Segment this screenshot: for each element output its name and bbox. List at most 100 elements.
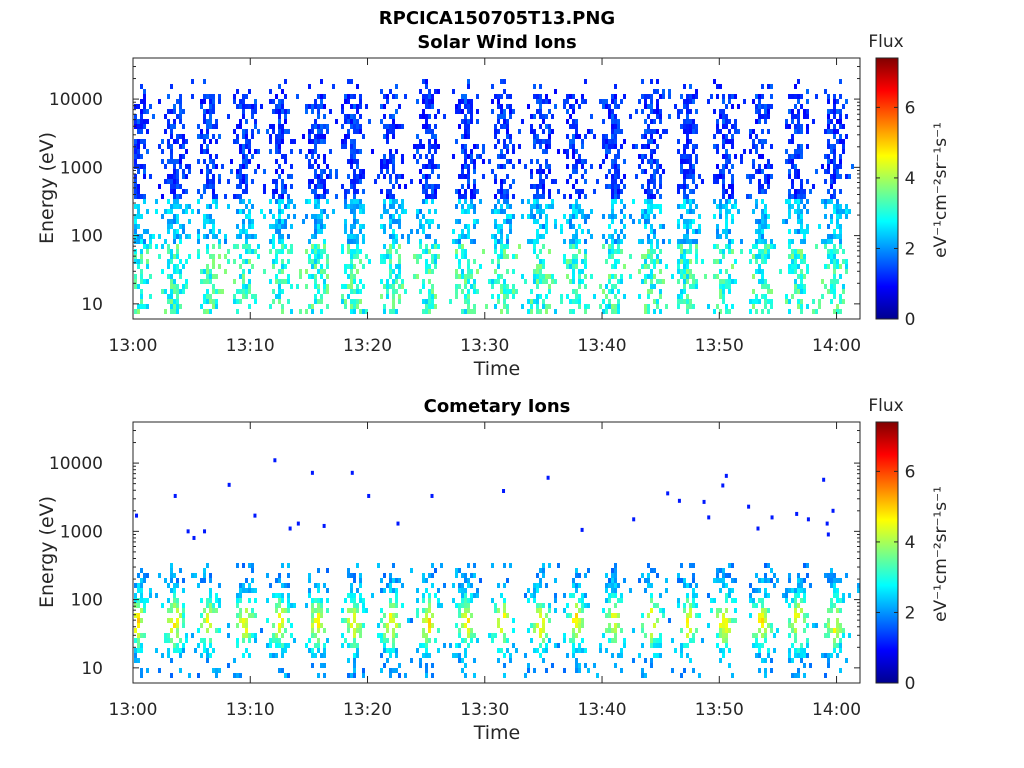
heatmap-cell xyxy=(686,94,689,99)
heatmap-cell xyxy=(797,149,800,154)
heatmap-cell xyxy=(173,643,176,648)
heatmap-cell xyxy=(323,209,326,214)
heatmap-cell xyxy=(311,663,314,668)
heatmap-cell xyxy=(365,254,368,259)
heatmap-cell xyxy=(380,638,383,643)
heatmap-cell xyxy=(428,623,431,628)
heatmap-cell xyxy=(647,194,650,199)
heatmap-cell xyxy=(497,164,500,169)
heatmap-cell xyxy=(545,124,548,129)
heatmap-cell xyxy=(242,623,245,628)
heatmap-cell xyxy=(773,573,776,578)
heatmap-cell xyxy=(140,119,143,124)
heatmap-cell xyxy=(653,214,656,219)
heatmap-cell xyxy=(518,244,521,249)
heatmap-cell xyxy=(575,294,578,299)
heatmap-cell xyxy=(452,239,455,244)
heatmap-cell xyxy=(470,104,473,109)
heatmap-cell xyxy=(563,149,566,154)
heatmap-cell xyxy=(143,169,146,174)
heatmap-cell xyxy=(173,214,176,219)
heatmap-cell xyxy=(317,229,320,234)
heatmap-cell xyxy=(398,264,401,269)
heatmap-cell xyxy=(209,603,212,608)
heatmap-cell xyxy=(431,299,434,304)
heatmap-cell xyxy=(725,164,728,169)
heatmap-cell xyxy=(161,289,164,294)
heatmap-cell xyxy=(437,184,440,189)
heatmap-cell xyxy=(428,194,431,199)
heatmap-cell xyxy=(137,204,140,209)
heatmap-cell xyxy=(248,588,251,593)
heatmap-cell xyxy=(632,658,635,663)
heatmap-cell xyxy=(458,608,461,613)
heatmap-cell xyxy=(602,119,605,124)
heatmap-cell xyxy=(278,224,281,229)
heatmap-cell xyxy=(680,164,683,169)
heatmap-cell xyxy=(281,279,284,284)
heatmap-cell xyxy=(326,164,329,169)
heatmap-cell xyxy=(380,608,383,613)
heatmap-cell xyxy=(236,209,239,214)
heatmap-cell xyxy=(395,149,398,154)
heatmap-cell xyxy=(689,304,692,309)
heatmap-cell xyxy=(212,159,215,164)
heatmap-cell xyxy=(503,598,506,603)
heatmap-cell xyxy=(425,129,428,134)
heatmap-cell xyxy=(353,104,356,109)
heatmap-cell xyxy=(614,249,617,254)
heatmap-cell xyxy=(767,129,770,134)
heatmap-cell xyxy=(767,164,770,169)
heatmap-cell xyxy=(458,109,461,114)
heatmap-cell xyxy=(476,189,479,194)
heatmap-cell xyxy=(143,573,146,578)
heatmap-cell xyxy=(461,94,464,99)
heatmap-cell xyxy=(275,249,278,254)
heatmap-cell xyxy=(134,184,137,189)
heatmap-cell xyxy=(533,84,536,89)
heatmap-cell xyxy=(719,249,722,254)
heatmap-cell xyxy=(644,304,647,309)
heatmap-cell xyxy=(272,129,275,134)
heatmap-cell xyxy=(494,204,497,209)
heatmap-cell xyxy=(731,164,734,169)
heatmap-cell xyxy=(353,194,356,199)
heatmap-cell xyxy=(275,94,278,99)
heatmap-cell xyxy=(281,89,284,94)
heatmap-cell xyxy=(653,149,656,154)
heatmap-cell xyxy=(611,249,614,254)
heatmap-cell xyxy=(242,134,245,139)
heatmap-cell xyxy=(788,623,791,628)
heatmap-cell xyxy=(248,638,251,643)
heatmap-cell xyxy=(719,84,722,89)
heatmap-cell xyxy=(638,269,641,274)
heatmap-cell xyxy=(530,159,533,164)
heatmap-cell xyxy=(608,299,611,304)
heatmap-cell xyxy=(575,568,578,573)
heatmap-cell xyxy=(518,144,521,149)
heatmap-cell xyxy=(314,234,317,239)
heatmap-cell xyxy=(575,583,578,588)
heatmap-cell xyxy=(656,79,659,84)
heatmap-cell xyxy=(785,149,788,154)
heatmap-cell xyxy=(827,139,830,144)
heatmap-cell xyxy=(611,653,614,658)
heatmap-cell xyxy=(284,224,287,229)
heatmap-cell xyxy=(428,184,431,189)
heatmap-cell xyxy=(749,179,752,184)
heatmap-cell xyxy=(461,658,464,663)
heatmap-cell xyxy=(545,224,548,229)
heatmap-cell xyxy=(836,623,839,628)
heatmap-cell xyxy=(281,239,284,244)
heatmap-cell xyxy=(470,189,473,194)
heatmap-cell xyxy=(326,214,329,219)
heatmap-cell xyxy=(395,578,398,583)
colorbar-tick-label: 2 xyxy=(905,603,916,623)
heatmap-cell xyxy=(800,608,803,613)
heatmap-cell xyxy=(770,578,773,583)
heatmap-cell xyxy=(473,658,476,663)
heatmap-cell xyxy=(395,668,398,673)
heatmap-cell xyxy=(431,673,434,678)
heatmap-cell xyxy=(623,234,626,239)
heatmap-cell xyxy=(209,309,212,314)
